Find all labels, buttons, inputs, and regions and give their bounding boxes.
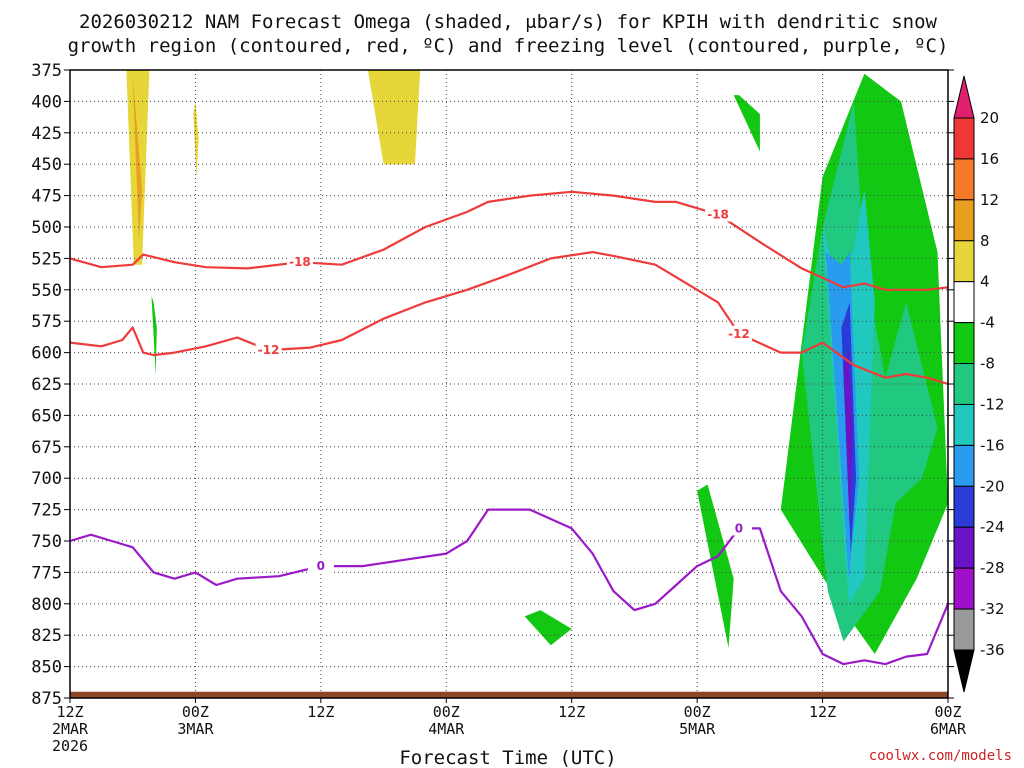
chart-title-line2: growth region (contoured, red, ºC) and f… xyxy=(68,35,949,57)
colorbar-segment-2 xyxy=(953,199,975,242)
freezing-contour-label-bg-0-1 xyxy=(725,520,752,536)
colorbar-label-9: -20 xyxy=(980,477,1005,495)
freezing-contour-label-0-1: 0 xyxy=(735,521,743,535)
dendritic-contour-label-1-1: -12 xyxy=(728,327,750,341)
x-tick-label-12-1: 3MAR xyxy=(177,720,214,738)
dendritic-contour-label-0-0: -18 xyxy=(289,255,311,269)
colorbar-segment-7 xyxy=(953,403,975,446)
y-tick-label-800: 800 xyxy=(31,595,62,615)
y-tick-label-850: 850 xyxy=(31,658,62,678)
colorbar-segment-12 xyxy=(953,608,975,651)
colorbar-segment-11 xyxy=(953,567,975,610)
x-tick-label-48-0: 12Z xyxy=(558,703,585,721)
colorbar-segment-3 xyxy=(953,240,975,283)
x-tick-label-72-0: 12Z xyxy=(809,703,836,721)
x-tick-label-0-2: 2026 xyxy=(52,737,88,755)
dendritic-contour-line-0 xyxy=(69,190,949,291)
terrain-fill xyxy=(70,691,948,698)
y-tick-label-375: 375 xyxy=(31,61,62,81)
colorbar-bottom-triangle xyxy=(953,649,975,693)
omega-region-1 xyxy=(132,76,143,240)
dendritic-contour-label-bg-1-0 xyxy=(255,342,282,358)
x-tick-label-36-0: 00Z xyxy=(433,703,460,721)
freezing-contour-line-0 xyxy=(69,508,950,666)
y-tick-label-675: 675 xyxy=(31,438,62,458)
y-axis: 375 400 425 450 475 500 525 550 575 600 625 650 675 7… xyxy=(31,61,954,709)
colorbar-label-7: -12 xyxy=(980,395,1005,413)
x-tick-label-0-1: 2MAR xyxy=(52,720,89,738)
colorbar-label-4: 4 xyxy=(980,273,990,291)
dendritic-contour-label-0-1: -18 xyxy=(707,207,729,221)
colorbar-label-3: 8 xyxy=(980,232,990,250)
colorbar-label-10: -24 xyxy=(980,518,1005,536)
dendritic-contour-label-1-0: -12 xyxy=(258,343,280,357)
colorbar-segment-6 xyxy=(953,363,975,405)
colorbar-label-2: 12 xyxy=(980,191,999,209)
colorbar-label-5: -4 xyxy=(980,314,995,332)
y-tick-label-875: 875 xyxy=(31,689,62,709)
omega-region-7 xyxy=(733,95,760,152)
dendritic-contour-label-bg-0-0 xyxy=(286,254,313,270)
dendritic-contours-layer: -18 -18 -12 -12 xyxy=(69,190,949,386)
colorbar-label-1: 16 xyxy=(980,150,999,168)
y-tick-label-425: 425 xyxy=(31,124,62,144)
y-tick-label-725: 725 xyxy=(31,501,62,521)
y-tick-label-525: 525 xyxy=(31,249,62,269)
colorbar-segment-10 xyxy=(953,526,975,569)
colorbar-segment-4 xyxy=(953,281,975,324)
y-tick-label-775: 775 xyxy=(31,563,62,583)
colorbar-segment-0 xyxy=(953,117,975,160)
y-tick-label-700: 700 xyxy=(31,469,62,489)
y-tick-label-400: 400 xyxy=(31,92,62,112)
colorbar-label-12: -32 xyxy=(980,600,1005,618)
colorbar-label-6: -8 xyxy=(980,355,995,373)
colorbar-segment-5 xyxy=(953,322,975,365)
y-tick-label-625: 625 xyxy=(31,375,62,395)
omega-region-2 xyxy=(193,101,199,177)
x-axis-title: Forecast Time (UTC) xyxy=(399,747,616,768)
x-tick-label-36-1: 4MAR xyxy=(428,720,465,738)
y-tick-label-575: 575 xyxy=(31,312,62,332)
colorbar: 20 16 12 8 4 -4 -8 -12 -16 -20 -24 -28 -32 -36 xyxy=(953,75,1005,693)
colorbar-label-8: -16 xyxy=(980,436,1005,454)
dendritic-contour-label-bg-1-1 xyxy=(725,325,752,341)
colorbar-segment-1 xyxy=(953,158,975,201)
y-tick-label-750: 750 xyxy=(31,532,62,552)
dendritic-contour-line-1 xyxy=(69,251,949,386)
freezing-level-layer: 00 xyxy=(69,508,950,666)
dendritic-contour-label-bg-0-1 xyxy=(705,206,732,222)
y-tick-label-550: 550 xyxy=(31,281,62,301)
y-tick-label-475: 475 xyxy=(31,187,62,207)
y-tick-label-825: 825 xyxy=(31,626,62,646)
colorbar-label-11: -28 xyxy=(980,559,1005,577)
y-tick-label-650: 650 xyxy=(31,406,62,426)
freezing-contour-label-0-0: 0 xyxy=(317,559,325,573)
x-tick-label-60-0: 00Z xyxy=(684,703,711,721)
colorbar-label-0: 20 xyxy=(980,109,999,127)
x-tick-label-12-0: 00Z xyxy=(182,703,209,721)
colorbar-top-triangle xyxy=(953,75,975,119)
x-tick-label-60-1: 5MAR xyxy=(679,720,716,738)
y-tick-label-600: 600 xyxy=(31,344,62,364)
credit-text: coolwx.com/models xyxy=(869,748,1012,764)
colorbar-segment-8 xyxy=(953,444,975,487)
freezing-contour-label-bg-0-0 xyxy=(307,558,334,574)
x-tick-label-24-0: 12Z xyxy=(307,703,334,721)
x-tick-label-84-1: 6MAR xyxy=(930,720,967,738)
omega-region-6 xyxy=(697,484,734,648)
colorbar-segment-9 xyxy=(953,485,975,528)
x-tick-label-0-0: 12Z xyxy=(56,703,83,721)
omega-region-3 xyxy=(367,70,421,165)
y-tick-label-450: 450 xyxy=(31,155,62,175)
y-tick-label-500: 500 xyxy=(31,218,62,238)
chart-title-line1: 2026030212 NAM Forecast Omega (shaded, μ… xyxy=(79,11,937,33)
omega-region-5 xyxy=(524,610,572,646)
grid-layer xyxy=(70,70,948,698)
omega-region-13 xyxy=(843,352,853,529)
x-tick-label-84-0: 00Z xyxy=(934,703,961,721)
colorbar-label-13: -36 xyxy=(980,641,1005,659)
